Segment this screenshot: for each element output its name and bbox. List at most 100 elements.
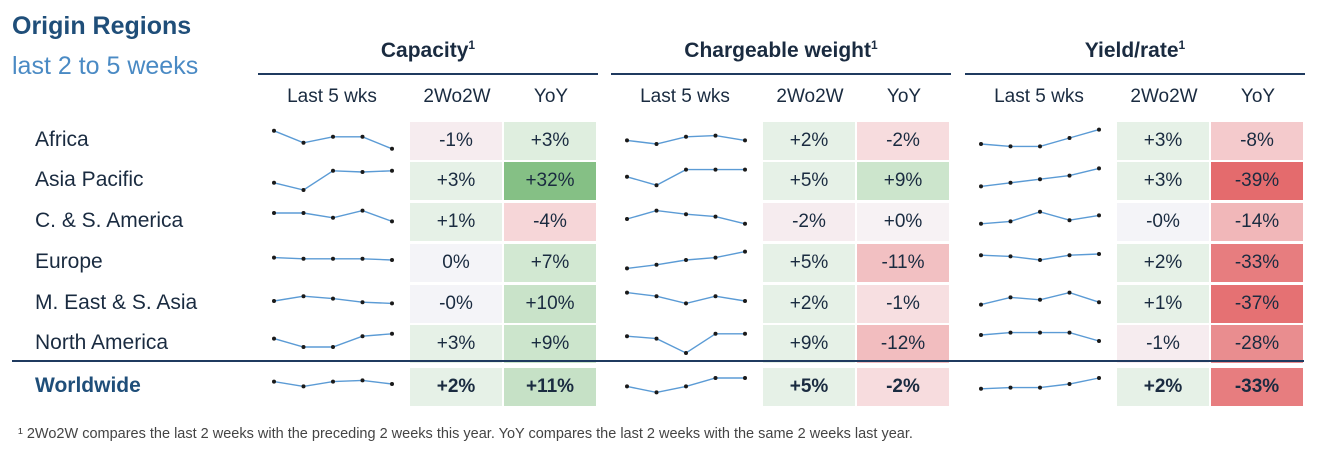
sparkline-point (1008, 385, 1013, 390)
sparkline-point (272, 299, 276, 303)
sparkline (272, 128, 394, 151)
sparkline-point (979, 221, 983, 226)
sparkline-point (684, 212, 688, 217)
sparkline-point (743, 167, 747, 172)
sparkline-point (1097, 127, 1101, 132)
yoy-value: +7% (504, 244, 596, 282)
sparkline (272, 208, 394, 224)
sparkline-point (979, 142, 983, 146)
yoy-value: -8% (1211, 122, 1303, 160)
region-label: Worldwide (35, 374, 141, 397)
yoy-value: +3% (504, 122, 596, 160)
sparkline-point (360, 170, 365, 174)
sparkline-point (390, 301, 394, 306)
wow-value: +2% (1117, 244, 1209, 282)
group-title-footnote-mark: 1 (871, 38, 878, 52)
sparkline-point (713, 294, 718, 299)
wow-value: +2% (763, 122, 855, 160)
sparkline-point (979, 386, 983, 391)
sparkline-point (331, 296, 335, 301)
sparkline (625, 133, 747, 146)
group-underline-1 (611, 73, 951, 75)
sparkline-point (684, 351, 688, 355)
region-label: Asia Pacific (35, 168, 144, 191)
sparkline-point (301, 345, 306, 349)
wow-value: +3% (1117, 122, 1209, 160)
sparkline-point (1008, 295, 1013, 300)
group-title-text: Chargeable weight (684, 39, 871, 62)
yoy-value: -39% (1211, 162, 1303, 200)
sparkline-point (1097, 376, 1101, 380)
sparkline-point (1067, 382, 1072, 386)
yoy-value: -11% (857, 244, 949, 282)
sparkline (979, 209, 1101, 226)
sparkline-point (360, 134, 365, 139)
chart-subtitle: last 2 to 5 weeks (12, 52, 199, 80)
yoy-value: +0% (857, 203, 949, 241)
sparkline-point (684, 258, 688, 262)
sparkline (979, 290, 1101, 307)
sparkline-point (360, 300, 365, 305)
sparkline-point (625, 290, 629, 295)
sparkline-point (684, 301, 688, 306)
sparkline-point (1067, 136, 1072, 140)
sparkline (272, 168, 394, 192)
region-label: Africa (35, 128, 89, 151)
sparkline-point (654, 262, 659, 267)
sparkline-point (301, 256, 306, 261)
sparkline-point (713, 167, 718, 172)
sparkline-line (980, 128, 1100, 148)
yoy-value: +11% (504, 368, 596, 406)
group-title-text: Capacity (380, 39, 469, 62)
column-header: Last 5 wks (640, 86, 730, 107)
sparkline (625, 167, 747, 188)
wow-value: +1% (410, 203, 502, 241)
sparkline-point (743, 299, 747, 303)
wow-value: +3% (410, 325, 502, 363)
wow-value: +5% (763, 162, 855, 200)
sparkline-point (713, 133, 718, 138)
sparkline-point (360, 334, 365, 339)
sparkline-point (1038, 385, 1042, 390)
sparkline-point (390, 146, 394, 151)
yoy-value: -4% (504, 203, 596, 241)
group-title-footnote-mark: 1 (468, 38, 476, 52)
column-header: YoY (533, 86, 569, 107)
column-header: 2Wo2W (1130, 86, 1198, 107)
yoy-value: -33% (1211, 244, 1303, 282)
sparkline-point (1067, 330, 1072, 335)
sparkline-point (331, 134, 335, 139)
sparkline-point (625, 174, 629, 179)
sparkline-point (272, 128, 276, 133)
column-header: 2Wo2W (776, 86, 844, 107)
sparkline-line (626, 333, 745, 354)
sparkline-point (684, 384, 688, 389)
group-underline-0 (258, 73, 598, 75)
sparkline-point (713, 376, 718, 380)
sparkline-point (390, 168, 394, 173)
sparkline-point (1067, 253, 1072, 258)
sparkline-point (654, 142, 659, 146)
group-title-text: Yield/rate (1084, 39, 1179, 62)
sparkline-point (1008, 330, 1013, 335)
sparkline (979, 127, 1101, 149)
sparkline (625, 331, 747, 355)
sparkline-point (301, 294, 306, 299)
wow-value: +2% (763, 285, 855, 323)
wow-value: -1% (1117, 325, 1209, 363)
sparkline-point (1008, 219, 1013, 224)
wow-value: +5% (763, 244, 855, 282)
column-header: Last 5 wks (287, 86, 377, 107)
wow-value: +2% (1117, 368, 1209, 406)
sparkline (272, 294, 394, 306)
wow-value: -0% (1117, 203, 1209, 241)
sparkline-point (272, 379, 276, 384)
sparkline-point (1038, 209, 1042, 214)
sparkline (272, 331, 394, 349)
sparkline-point (331, 345, 335, 349)
sparkline-point (1038, 297, 1042, 302)
sparkline-point (1067, 218, 1072, 223)
sparkline-point (1038, 330, 1042, 335)
yoy-value: -12% (857, 325, 949, 363)
sparkline (979, 376, 1101, 391)
